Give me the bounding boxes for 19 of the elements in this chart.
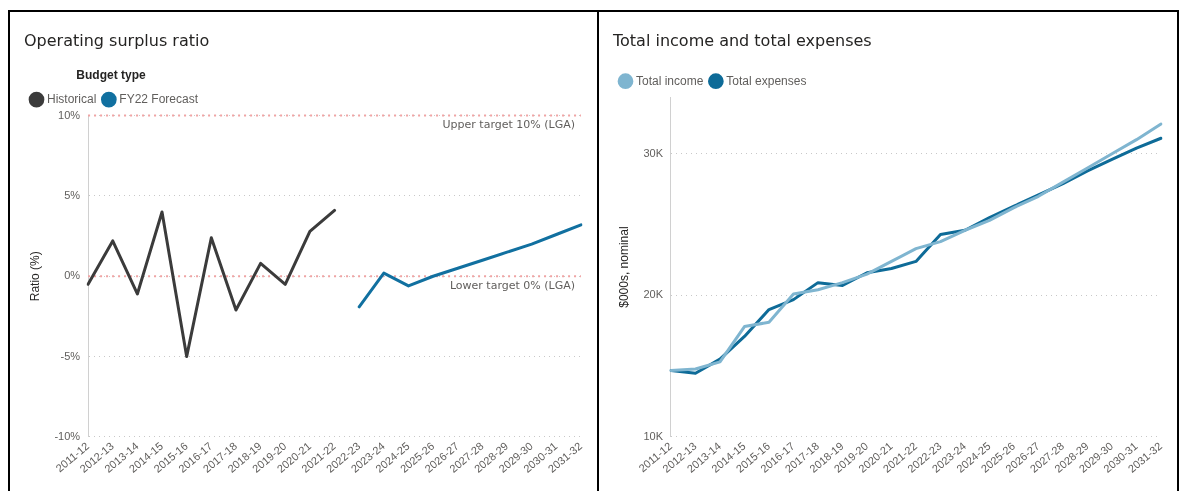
y-tick-label: 20K — [643, 288, 664, 301]
legend-label: Total income — [636, 73, 704, 88]
y-tick-label: -5% — [60, 349, 81, 362]
legend-title: Budget type — [76, 67, 147, 82]
legend-label: Total expenses — [726, 73, 807, 88]
y-tick-label: -10% — [54, 429, 81, 442]
y-axis-title: Ratio (%) — [27, 251, 42, 302]
y-tick-label: 0% — [64, 269, 81, 282]
chart-title: Total income and total expenses — [612, 30, 872, 50]
legend-label: Historical — [47, 91, 97, 106]
y-tick-label: 5% — [64, 188, 81, 201]
ref-line-label: Lower target 0% (LGA) — [449, 278, 576, 292]
chart-title: Operating surplus ratio — [24, 30, 210, 50]
y-tick-label: 10% — [58, 108, 81, 121]
y-tick-label: 10K — [643, 429, 664, 442]
y-tick-label: 30K — [643, 146, 664, 159]
y-axis-title: $000s, nominal — [616, 226, 631, 308]
ref-line-label: Upper target 10% (LGA) — [442, 117, 575, 131]
legend-label: FY22 Forecast — [119, 91, 199, 106]
